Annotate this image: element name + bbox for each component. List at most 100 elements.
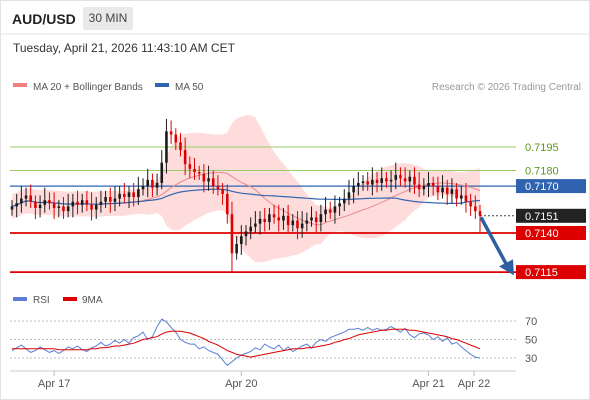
candle xyxy=(258,211,262,235)
candle-body xyxy=(314,217,318,223)
candle-body xyxy=(179,142,182,151)
support-2-label: 0.7115 xyxy=(525,267,558,279)
candle xyxy=(357,172,360,196)
candle xyxy=(165,118,168,174)
candle xyxy=(422,178,426,196)
candle-body xyxy=(174,134,178,143)
candle-body xyxy=(160,162,164,183)
candle xyxy=(20,186,23,213)
candle-body xyxy=(268,214,271,223)
candle-body xyxy=(165,131,168,163)
rsi-legend-swatch xyxy=(13,297,27,301)
candle-body xyxy=(225,193,229,215)
candle xyxy=(66,193,70,218)
candle-body xyxy=(459,195,463,199)
candle-body xyxy=(464,195,468,202)
candle xyxy=(123,182,126,204)
rsi-ma-line xyxy=(12,328,481,358)
candle xyxy=(80,193,84,213)
candle xyxy=(403,167,407,188)
candle-body xyxy=(441,187,444,193)
candle xyxy=(254,211,257,233)
rsi-legend-label: RSI xyxy=(33,295,50,306)
candle-body xyxy=(333,206,337,213)
candle-body xyxy=(99,201,103,205)
support-1-label-box xyxy=(516,226,586,240)
candle-body xyxy=(371,179,374,185)
candle-body xyxy=(151,179,154,188)
candle-body xyxy=(94,204,98,210)
rsi-ma-legend-label: 9MA xyxy=(82,295,103,306)
price-levels xyxy=(10,146,516,273)
rsi-tick-label: 30 xyxy=(525,353,537,365)
candle xyxy=(235,236,238,260)
support-1-label: 0.7140 xyxy=(525,228,559,240)
candle xyxy=(408,170,412,193)
candle-body xyxy=(235,243,238,254)
candle xyxy=(296,211,299,240)
candle xyxy=(94,197,98,219)
candle xyxy=(43,187,47,213)
candle xyxy=(38,195,42,218)
candle-body xyxy=(240,236,243,244)
candle-body xyxy=(338,203,341,207)
candle-body xyxy=(29,195,33,202)
candle xyxy=(366,172,369,191)
currency-pair-title: AUD/USD xyxy=(12,11,76,27)
candle-body xyxy=(310,217,313,221)
candle-body xyxy=(366,181,369,185)
candle xyxy=(427,172,430,198)
candle-body xyxy=(244,231,248,237)
candle-body xyxy=(34,201,37,208)
candle-body xyxy=(389,179,393,182)
candle xyxy=(108,187,112,213)
candle xyxy=(338,197,341,216)
candle-body xyxy=(207,178,210,182)
candle xyxy=(202,164,206,193)
candle xyxy=(71,193,75,218)
ma20-legend-label: MA 20 + Bollinger Bands xyxy=(33,82,143,93)
research-credit: Research © 2026 Trading Central xyxy=(432,82,581,93)
candle-body xyxy=(90,204,93,210)
candle-body xyxy=(403,178,407,182)
candle-body xyxy=(123,193,126,198)
support-2-label-box xyxy=(516,265,586,280)
timestamp: Tuesday, April 21, 2026 11:43:10 AM CET xyxy=(13,41,235,55)
candle-body xyxy=(146,179,150,187)
candle xyxy=(394,162,398,190)
candle xyxy=(29,184,33,208)
candle-body xyxy=(282,215,285,221)
candle-body xyxy=(263,218,267,223)
x-tick-label: Apr 20 xyxy=(225,378,257,390)
candle-body xyxy=(300,223,304,229)
candle xyxy=(137,176,140,205)
candle-body xyxy=(24,195,28,199)
candle xyxy=(268,207,271,230)
candle-body xyxy=(408,176,412,182)
x-tick-label: Apr 17 xyxy=(38,378,70,390)
candle-body xyxy=(188,164,192,169)
pivot-label-box xyxy=(516,179,586,194)
candle-body xyxy=(296,220,299,229)
candle xyxy=(314,211,318,233)
candle-body xyxy=(385,178,388,182)
candle xyxy=(24,187,28,207)
candle-body xyxy=(319,214,323,223)
price-level-labels: 0.7195 0.7180 0.7170 0.7151 0.7140 0.7115 xyxy=(516,142,586,280)
last-price-label: 0.7151 xyxy=(525,211,559,223)
candle-body xyxy=(380,178,384,183)
candle-body xyxy=(399,175,402,179)
timeframe-badge[interactable]: 30 MIN xyxy=(83,7,133,30)
candle xyxy=(399,167,402,187)
candle xyxy=(375,172,379,193)
candle-body xyxy=(417,184,421,190)
candle xyxy=(57,200,61,218)
candle-body xyxy=(230,214,234,254)
candle xyxy=(464,182,468,213)
ma50-legend-label: MA 50 xyxy=(175,82,204,93)
candle-body xyxy=(455,189,458,199)
candle-body xyxy=(474,206,477,212)
x-tick-label: Apr 21 xyxy=(412,378,444,390)
candle xyxy=(52,192,56,219)
candle-body xyxy=(66,206,70,212)
